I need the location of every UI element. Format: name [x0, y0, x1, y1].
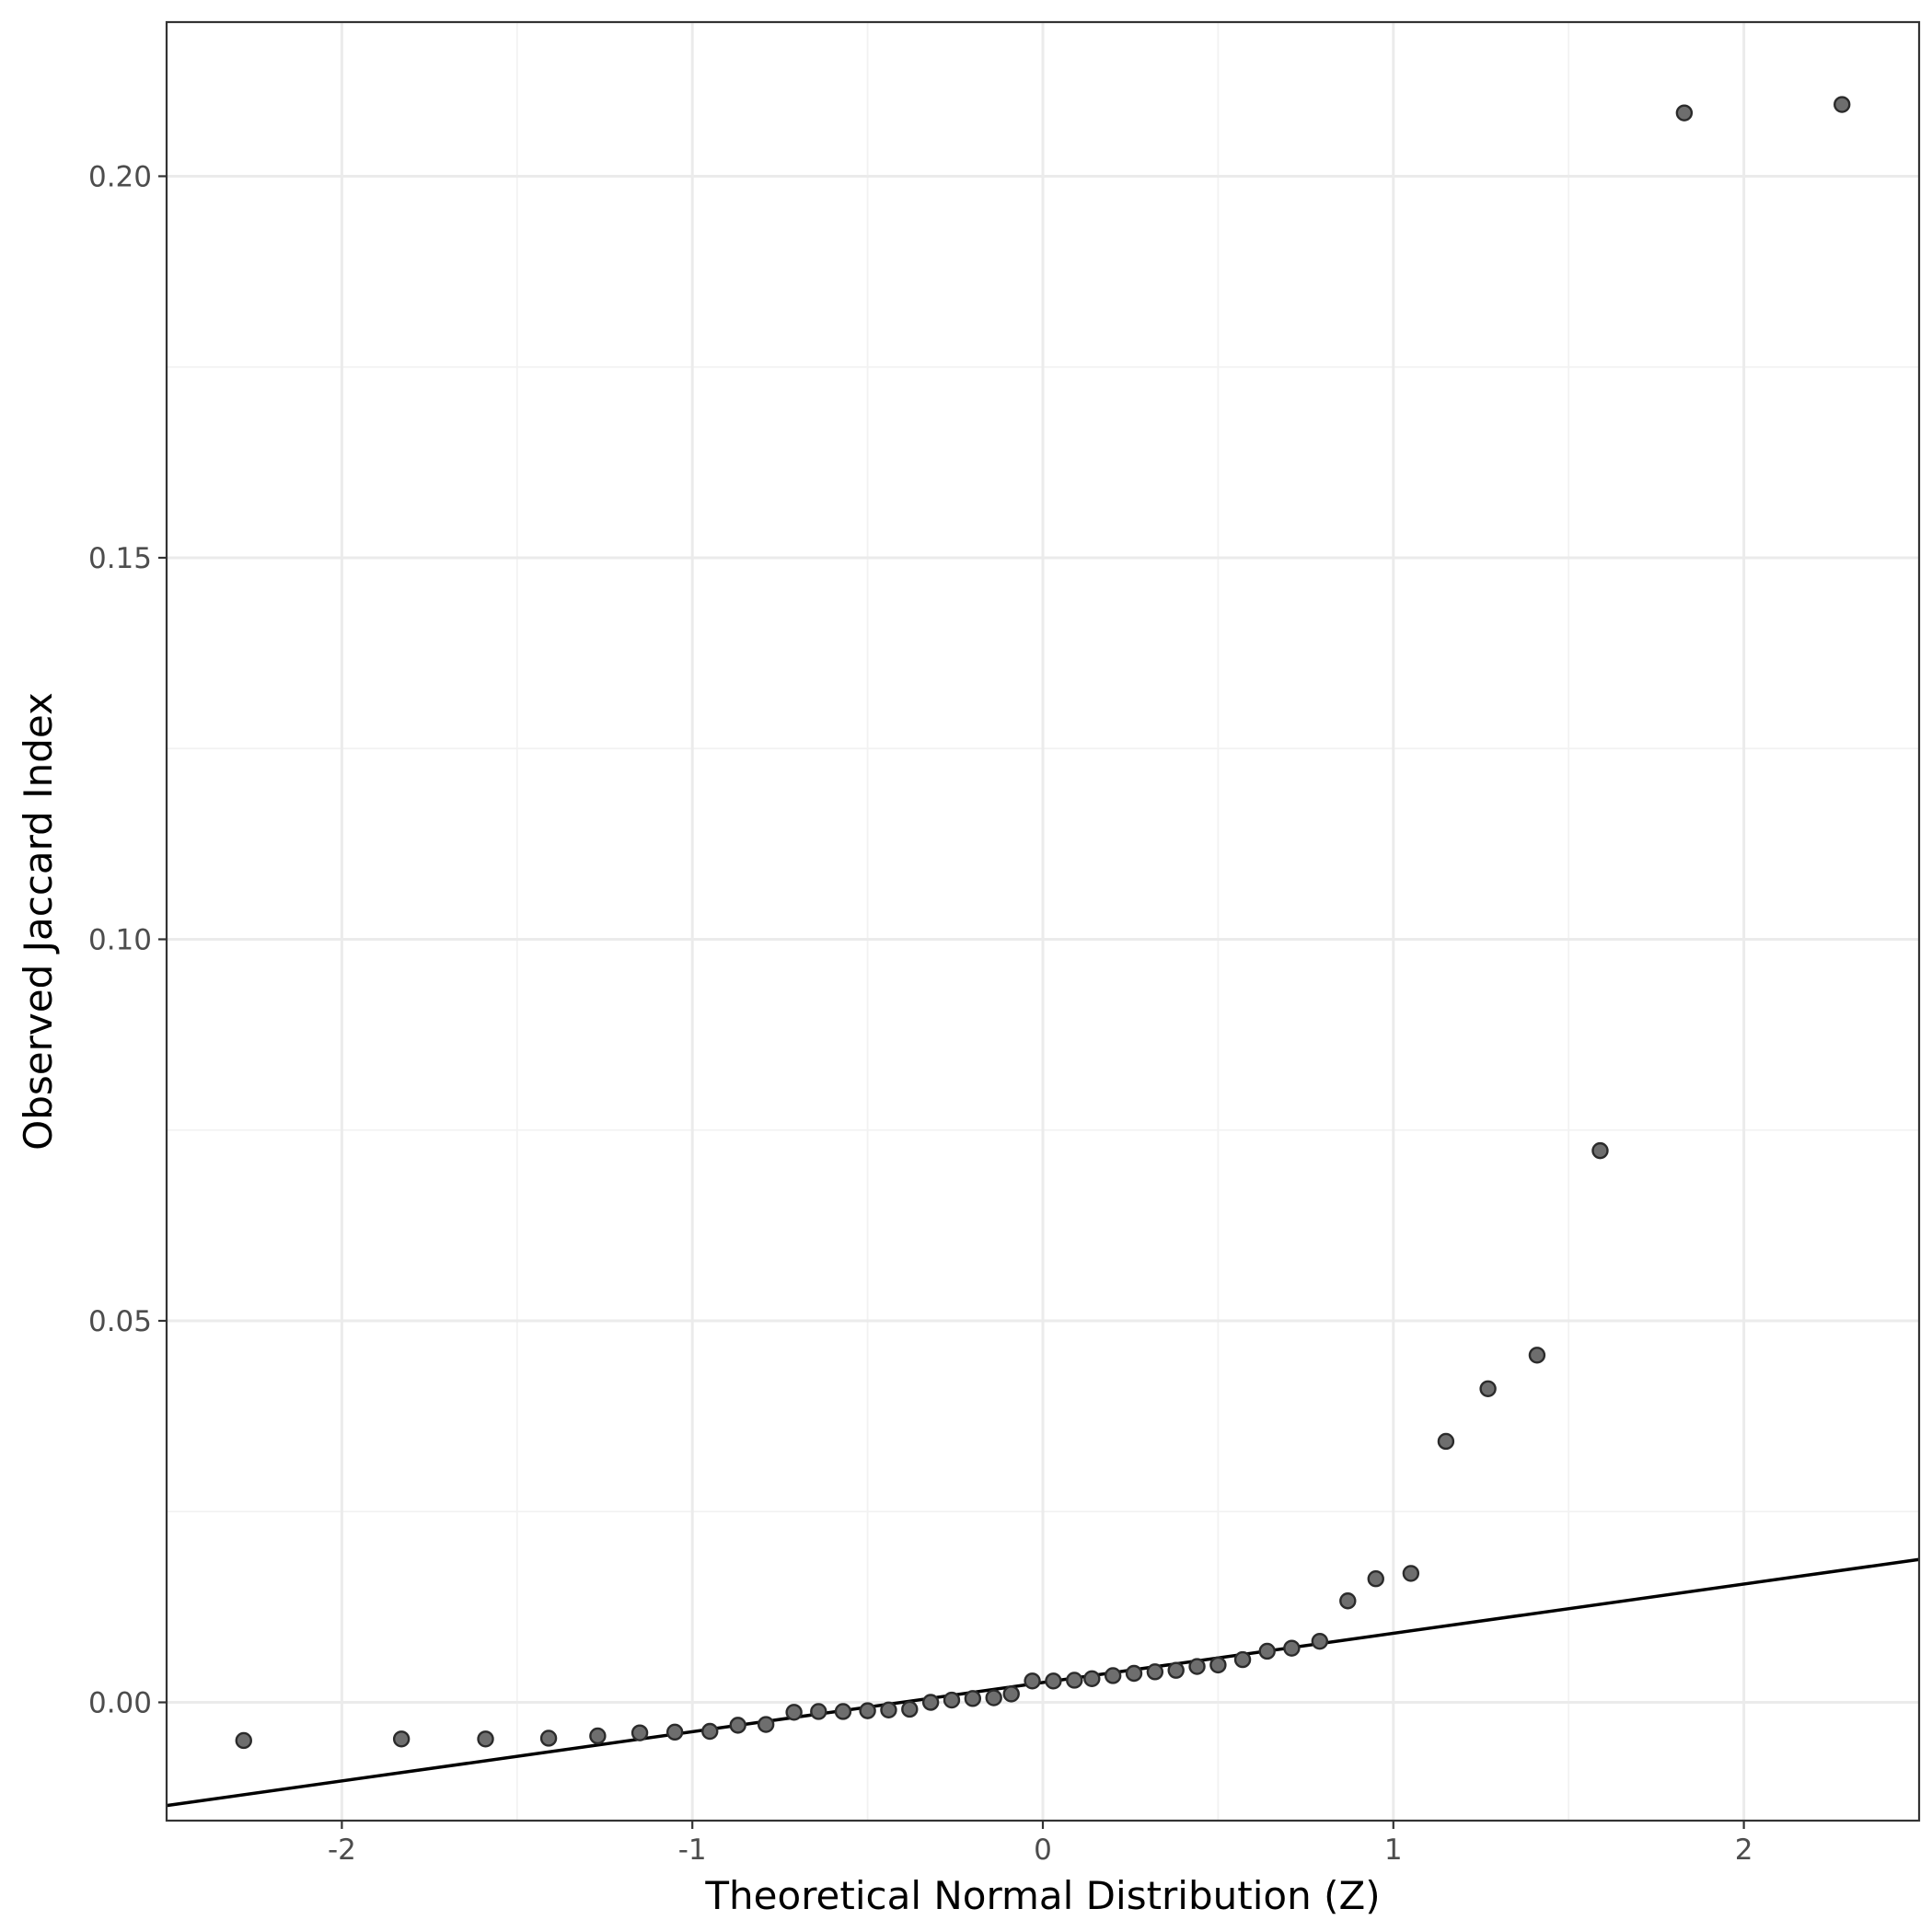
data-point: [1402, 1565, 1420, 1582]
data-point: [1066, 1672, 1083, 1689]
y-tick-label: 0.20: [88, 160, 152, 193]
data-point: [880, 1701, 897, 1718]
data-point: [477, 1730, 494, 1748]
data-point: [1479, 1380, 1497, 1397]
data-point: [1146, 1663, 1164, 1681]
data-point: [1283, 1639, 1301, 1657]
x-tick-label: -2: [328, 1834, 356, 1867]
grid-lines: [167, 22, 1919, 1821]
data-points: [235, 96, 1851, 1750]
data-point: [1311, 1632, 1329, 1650]
data-point: [1209, 1656, 1227, 1674]
y-tick-label: 0.10: [88, 923, 152, 956]
data-point: [1591, 1141, 1609, 1160]
x-axis-title: Theoretical Normal Distribution (Z): [704, 1873, 1380, 1918]
data-point: [1437, 1432, 1455, 1451]
data-point: [1367, 1570, 1384, 1588]
data-point: [901, 1700, 919, 1718]
data-point: [859, 1702, 876, 1719]
data-point: [539, 1730, 558, 1747]
data-point: [1528, 1347, 1546, 1364]
reference-line-layer: [166, 1557, 1920, 1808]
data-point: [1045, 1672, 1062, 1690]
data-point: [921, 1694, 940, 1711]
data-point: [1104, 1667, 1122, 1684]
y-tick-label: 0.00: [88, 1687, 152, 1720]
data-point: [1024, 1672, 1041, 1690]
data-point: [589, 1727, 607, 1745]
data-point: [1258, 1642, 1276, 1660]
data-point: [1339, 1592, 1357, 1610]
qq-reference-line: [166, 1557, 1920, 1808]
x-tick-label: -1: [678, 1834, 707, 1867]
data-point: [1002, 1685, 1020, 1703]
x-tick-label: 0: [1034, 1834, 1052, 1867]
data-point: [1125, 1664, 1143, 1683]
data-point: [1675, 104, 1694, 121]
data-point: [985, 1689, 1002, 1706]
y-tick-label: 0.15: [88, 542, 152, 575]
data-point: [392, 1730, 411, 1748]
axes: -2 -1 0 1 2 0.00 0.05 0.10 0.15 0.20: [88, 160, 1753, 1867]
data-point: [943, 1691, 961, 1709]
data-point: [757, 1716, 775, 1733]
data-point: [785, 1704, 803, 1721]
data-point: [701, 1722, 719, 1741]
data-point: [834, 1703, 852, 1720]
data-point: [235, 1731, 252, 1750]
x-tick-label: 1: [1384, 1834, 1403, 1867]
data-point: [964, 1690, 982, 1707]
y-tick-label: 0.05: [88, 1305, 152, 1338]
data-point: [665, 1723, 684, 1741]
data-point: [1834, 96, 1851, 113]
data-point: [1188, 1658, 1206, 1675]
x-tick-label: 2: [1735, 1834, 1753, 1867]
data-point: [729, 1717, 746, 1734]
data-point: [810, 1703, 827, 1720]
data-point: [1233, 1650, 1252, 1669]
y-axis-title: Observed Jaccard Index: [16, 692, 61, 1151]
data-point: [631, 1724, 649, 1741]
data-point: [1167, 1661, 1185, 1679]
data-point: [1083, 1670, 1101, 1688]
